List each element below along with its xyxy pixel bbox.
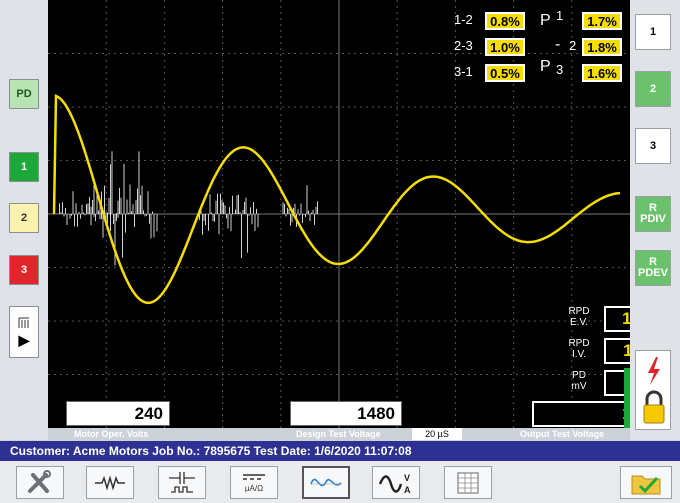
channel-1-button[interactable]: 1 bbox=[9, 152, 39, 182]
imbalance-label-31: 3-1 bbox=[454, 64, 473, 79]
motor-volts-caption: Motor Oper. Volts bbox=[74, 429, 149, 439]
pd-button[interactable]: PD bbox=[9, 79, 39, 109]
accept-button[interactable] bbox=[620, 466, 672, 499]
rpd-iv-label: RPD I.V. bbox=[568, 338, 590, 360]
pd-noise-trace bbox=[57, 151, 318, 266]
capacitor-test-button[interactable] bbox=[158, 466, 206, 499]
output-level-bar bbox=[624, 368, 630, 428]
trigger-button[interactable]: ▶ bbox=[9, 306, 39, 358]
resistor-icon bbox=[95, 474, 125, 491]
lightning-icon bbox=[648, 357, 660, 385]
output-voltage-caption: Output Test Voltage bbox=[520, 429, 605, 439]
surge-waveform bbox=[52, 93, 621, 305]
capacitor-icon bbox=[169, 471, 195, 493]
right-channel-2-button[interactable]: 2 bbox=[635, 71, 671, 107]
p2-value: 1.8% bbox=[582, 38, 622, 56]
timebase-readout[interactable]: 20 µS bbox=[412, 428, 462, 440]
voltamp-icon: V A bbox=[378, 473, 411, 495]
svg-text:A: A bbox=[404, 485, 411, 495]
p3-label: 3 bbox=[556, 62, 564, 77]
oscilloscope-display: 1-2 0.8% 2-3 1.0% 3-1 0.5% P - P 1 2 3 1… bbox=[48, 0, 630, 428]
trigger-level-icon bbox=[18, 317, 29, 328]
p3-value: 1.6% bbox=[582, 64, 622, 82]
imbalance-value-12: 0.8% bbox=[485, 12, 525, 30]
rpd-ev-value: 1082 bbox=[604, 306, 630, 332]
right-channel-3-button[interactable]: 3 bbox=[635, 128, 671, 164]
p2-label: 2 bbox=[569, 38, 577, 53]
lock-icon bbox=[643, 357, 665, 424]
hipot-test-button[interactable]: V A bbox=[372, 466, 420, 499]
results-table-button[interactable] bbox=[444, 466, 492, 499]
resistor-test-button[interactable] bbox=[86, 466, 134, 499]
tools-button[interactable] bbox=[16, 466, 64, 499]
surge-test-button[interactable] bbox=[302, 466, 350, 499]
design-voltage-caption: Design Test Voltage bbox=[296, 429, 381, 439]
table-icon bbox=[457, 472, 479, 493]
check-icon bbox=[631, 475, 661, 494]
p1-label: 1 bbox=[556, 8, 564, 23]
tools-icon bbox=[28, 469, 51, 493]
channel-3-button[interactable]: 3 bbox=[9, 255, 39, 285]
p-label-top: P bbox=[540, 12, 551, 29]
play-icon: ▶ bbox=[18, 331, 30, 348]
imbalance-label-12: 1-2 bbox=[454, 12, 473, 27]
design-voltage-value[interactable]: 1480 bbox=[290, 401, 402, 426]
rpdev-button[interactable]: R PDEV bbox=[635, 250, 671, 286]
high-voltage-lock-button[interactable] bbox=[635, 350, 671, 430]
imbalance-value-31: 0.5% bbox=[485, 64, 525, 82]
imbalance-label-23: 2-3 bbox=[454, 38, 473, 53]
rpdiv-button[interactable]: R PDIV bbox=[635, 196, 671, 232]
rpd-ev-label: RPD E.V. bbox=[568, 306, 590, 328]
p-label-dash: - bbox=[555, 36, 561, 53]
microohm-icon bbox=[243, 474, 265, 480]
output-voltage-value: 1455 bbox=[532, 401, 630, 427]
job-info-bar: Customer: Acme Motors Job No.: 7895675 T… bbox=[0, 441, 680, 461]
pd-noise-spikes bbox=[57, 151, 318, 266]
microohm-label: µA/Ω bbox=[244, 484, 264, 493]
channel-2-button[interactable]: 2 bbox=[9, 203, 39, 233]
waveform-plot bbox=[48, 0, 630, 428]
p1-value: 1.7% bbox=[582, 12, 622, 30]
right-channel-1-button[interactable]: 1 bbox=[635, 14, 671, 50]
svg-text:V: V bbox=[404, 473, 410, 483]
rpd-iv-value: 1169 bbox=[604, 338, 630, 364]
p-label-bottom: P bbox=[540, 58, 551, 75]
waveform-icon bbox=[310, 478, 342, 486]
motor-volts-value[interactable]: 240 bbox=[66, 401, 170, 426]
pd-mv-label: PD mV bbox=[571, 370, 587, 392]
microohm-test-button[interactable]: µA/Ω bbox=[230, 466, 278, 499]
imbalance-value-23: 1.0% bbox=[485, 38, 525, 56]
